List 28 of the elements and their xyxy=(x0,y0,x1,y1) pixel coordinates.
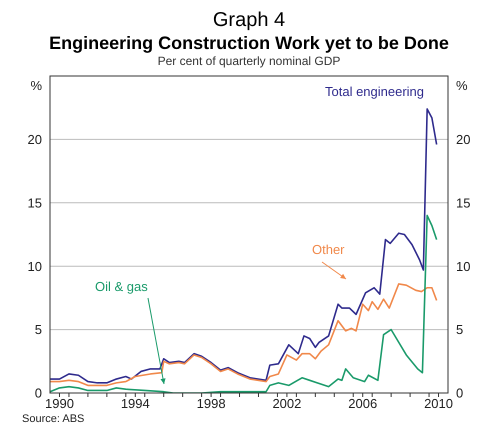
text: Other xyxy=(312,242,346,257)
x-tick-label: 1998 xyxy=(196,396,226,412)
y2-tick-label: 15 xyxy=(456,195,470,210)
caption: Graph 4 xyxy=(212,8,286,32)
y-axis-title: % xyxy=(30,78,42,93)
y2-tick-label: 20 xyxy=(456,132,470,148)
y-tick-label: 5 xyxy=(34,322,42,338)
x-tick-label: 1990 xyxy=(45,396,74,412)
y2-tick-label: 10 xyxy=(456,258,470,274)
y2-tick-label: 5 xyxy=(456,322,464,338)
chart-title: Engineering Construction Work yet to be Done xyxy=(48,32,450,54)
x-tick-label: 2010 xyxy=(424,396,453,412)
source-note: Source: ABS xyxy=(21,413,86,425)
text: Oil & gas xyxy=(95,279,148,294)
y-tick-label: 20 xyxy=(28,132,42,148)
chart-subtitle: Per cent of quarterly nominal GDP xyxy=(156,54,342,68)
y2-tick-label: 0 xyxy=(456,386,464,401)
line-series xyxy=(50,283,438,386)
x-tick-label: 1994 xyxy=(120,396,150,412)
series-label: Total engineering xyxy=(325,84,424,99)
line-series xyxy=(50,214,438,393)
y-tick-label: 0 xyxy=(34,386,42,401)
y-tick-label: 10 xyxy=(28,258,42,274)
x-tick-label: 2002 xyxy=(272,396,302,412)
y-tick-label: 15 xyxy=(28,195,42,210)
line-series xyxy=(50,108,438,384)
y2-axis-title: % xyxy=(456,78,468,93)
x-tick-label: 2006 xyxy=(348,396,378,412)
